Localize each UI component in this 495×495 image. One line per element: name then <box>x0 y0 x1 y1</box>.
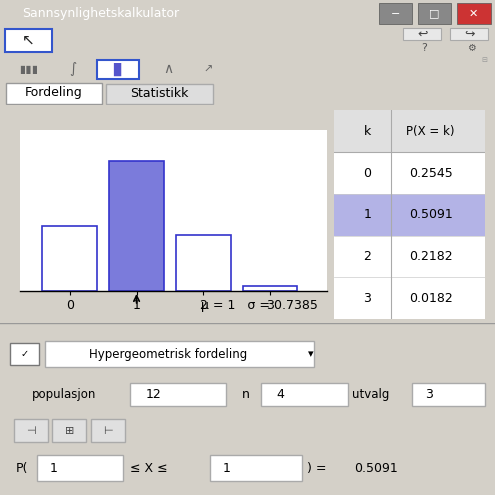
Text: 3: 3 <box>425 388 433 401</box>
Text: 1: 1 <box>50 462 57 475</box>
Text: ⊟: ⊟ <box>481 57 487 63</box>
Bar <box>176 235 231 291</box>
Text: 0: 0 <box>363 166 371 180</box>
Text: k: k <box>364 125 371 138</box>
FancyBboxPatch shape <box>418 3 451 24</box>
Text: ▊: ▊ <box>113 63 123 76</box>
Text: populasjon: populasjon <box>32 388 97 401</box>
Text: ∫: ∫ <box>70 62 77 76</box>
FancyBboxPatch shape <box>334 110 485 319</box>
FancyBboxPatch shape <box>210 455 302 481</box>
FancyBboxPatch shape <box>6 83 102 104</box>
Text: ▾: ▾ <box>308 349 314 359</box>
Text: ?: ? <box>421 44 427 53</box>
Text: Sannsynlighetskalkulator: Sannsynlighetskalkulator <box>22 7 179 20</box>
Text: ▋▋▋: ▋▋▋ <box>20 65 40 74</box>
Text: 3: 3 <box>363 292 371 305</box>
Text: 0.5091: 0.5091 <box>354 462 398 475</box>
FancyBboxPatch shape <box>334 152 485 194</box>
FancyBboxPatch shape <box>450 28 488 40</box>
FancyBboxPatch shape <box>457 3 491 24</box>
Text: ⊞: ⊞ <box>65 426 74 436</box>
FancyBboxPatch shape <box>412 383 485 406</box>
Text: n: n <box>242 388 250 401</box>
Text: Hypergeometrisk fordeling: Hypergeometrisk fordeling <box>89 347 248 361</box>
FancyBboxPatch shape <box>106 84 213 104</box>
FancyBboxPatch shape <box>334 194 485 236</box>
Text: 1: 1 <box>223 462 231 475</box>
Text: 4: 4 <box>276 388 284 401</box>
FancyBboxPatch shape <box>10 343 39 365</box>
Text: utvalg: utvalg <box>351 388 389 401</box>
Text: ∧: ∧ <box>163 62 173 76</box>
Text: Fordeling: Fordeling <box>25 86 83 99</box>
FancyBboxPatch shape <box>334 110 485 152</box>
FancyBboxPatch shape <box>37 455 123 481</box>
Text: 2: 2 <box>363 250 371 263</box>
FancyBboxPatch shape <box>261 383 348 406</box>
Text: □: □ <box>429 8 440 19</box>
Text: ↗: ↗ <box>203 64 212 74</box>
FancyBboxPatch shape <box>45 341 314 367</box>
Text: 1: 1 <box>363 208 371 221</box>
Text: P(X = k): P(X = k) <box>406 125 455 138</box>
Text: ✕: ✕ <box>469 8 478 19</box>
Text: −: − <box>391 8 400 19</box>
FancyBboxPatch shape <box>52 419 86 442</box>
Bar <box>243 287 297 291</box>
Text: ↩: ↩ <box>417 28 428 41</box>
FancyBboxPatch shape <box>334 278 485 319</box>
Text: ⚙: ⚙ <box>467 44 476 53</box>
Bar <box>109 161 164 291</box>
FancyBboxPatch shape <box>97 60 139 79</box>
Text: ↖: ↖ <box>22 33 35 48</box>
Text: 0.2545: 0.2545 <box>409 166 452 180</box>
Text: μ = 1   σ = 0.7385: μ = 1 σ = 0.7385 <box>201 299 318 312</box>
Text: ≤ X ≤: ≤ X ≤ <box>130 462 167 475</box>
Bar <box>43 226 97 291</box>
Text: ✓: ✓ <box>20 349 28 359</box>
Text: 0.2182: 0.2182 <box>409 250 452 263</box>
Text: ↪: ↪ <box>464 28 475 41</box>
FancyBboxPatch shape <box>14 419 48 442</box>
Text: ⊣: ⊣ <box>26 426 36 436</box>
FancyBboxPatch shape <box>379 3 412 24</box>
Text: Statistikk: Statistikk <box>130 87 189 99</box>
Text: 0.5091: 0.5091 <box>409 208 452 221</box>
FancyBboxPatch shape <box>403 28 441 40</box>
FancyBboxPatch shape <box>130 383 226 406</box>
Text: 0.0182: 0.0182 <box>409 292 452 305</box>
FancyBboxPatch shape <box>5 29 52 52</box>
Text: ) =: ) = <box>307 462 327 475</box>
Text: ⊢: ⊢ <box>103 426 113 436</box>
FancyBboxPatch shape <box>91 419 125 442</box>
Text: 12: 12 <box>146 388 162 401</box>
FancyBboxPatch shape <box>334 236 485 278</box>
Text: P(: P( <box>15 462 28 475</box>
